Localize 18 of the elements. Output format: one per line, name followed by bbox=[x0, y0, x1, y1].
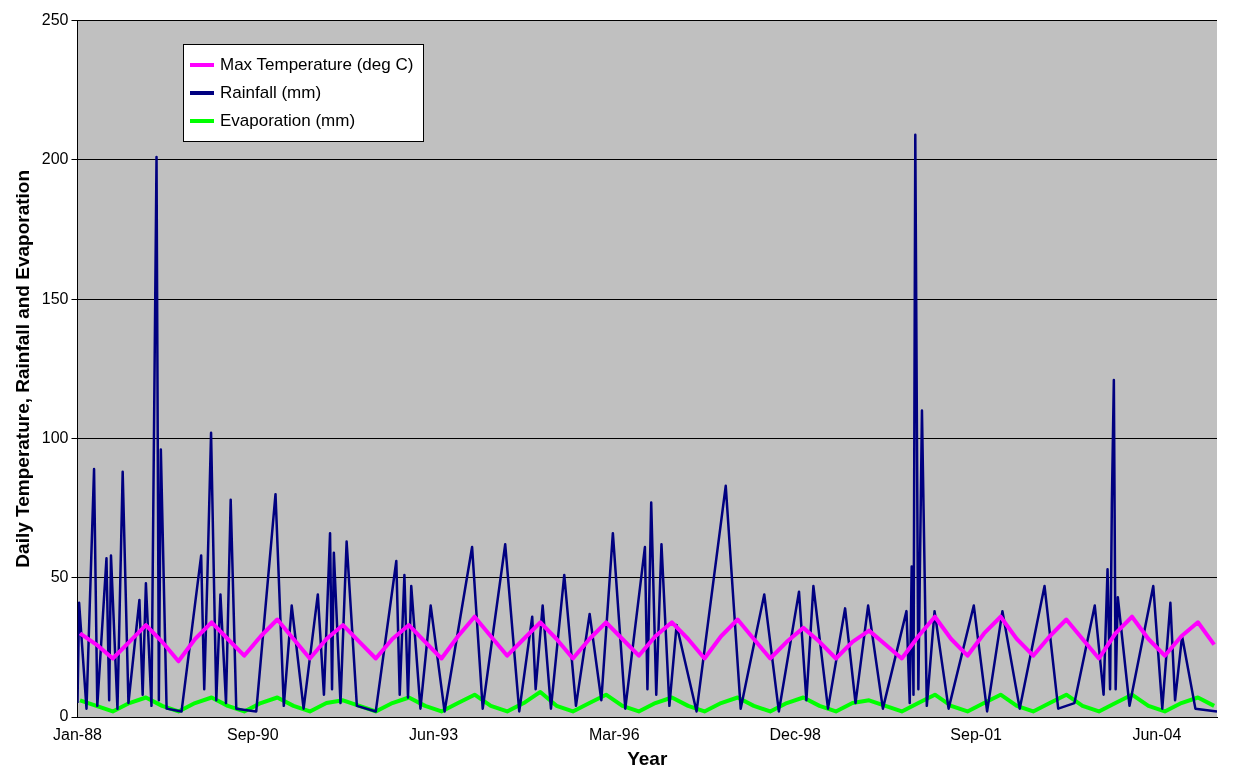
x-tick-label: Sep-90 bbox=[227, 726, 279, 744]
legend-label: Max Temperature (deg C) bbox=[220, 55, 414, 75]
y-tick-label: 250 bbox=[41, 11, 69, 29]
y-tick-label: 0 bbox=[59, 707, 69, 725]
x-axis-title: Year bbox=[627, 747, 668, 769]
legend-label: Rainfall (mm) bbox=[220, 83, 322, 103]
x-tick-label: Dec-98 bbox=[769, 726, 822, 744]
y-tick-label: 50 bbox=[50, 568, 69, 586]
y-tick-label: 100 bbox=[41, 428, 69, 446]
x-tick-label: Jan-88 bbox=[53, 726, 103, 744]
x-tick-label: Jun-04 bbox=[1132, 726, 1182, 744]
y-axis-title: Daily Temperature, Rainfall and Evaporation bbox=[11, 169, 33, 568]
x-tick-label: Sep-01 bbox=[950, 726, 1003, 744]
y-tick-label: 200 bbox=[41, 150, 69, 168]
x-tick-label: Mar-96 bbox=[588, 726, 640, 744]
legend-label: Evaporation (mm) bbox=[220, 111, 356, 131]
x-tick-label: Jun-93 bbox=[409, 726, 459, 744]
y-tick-label: 150 bbox=[41, 289, 69, 307]
